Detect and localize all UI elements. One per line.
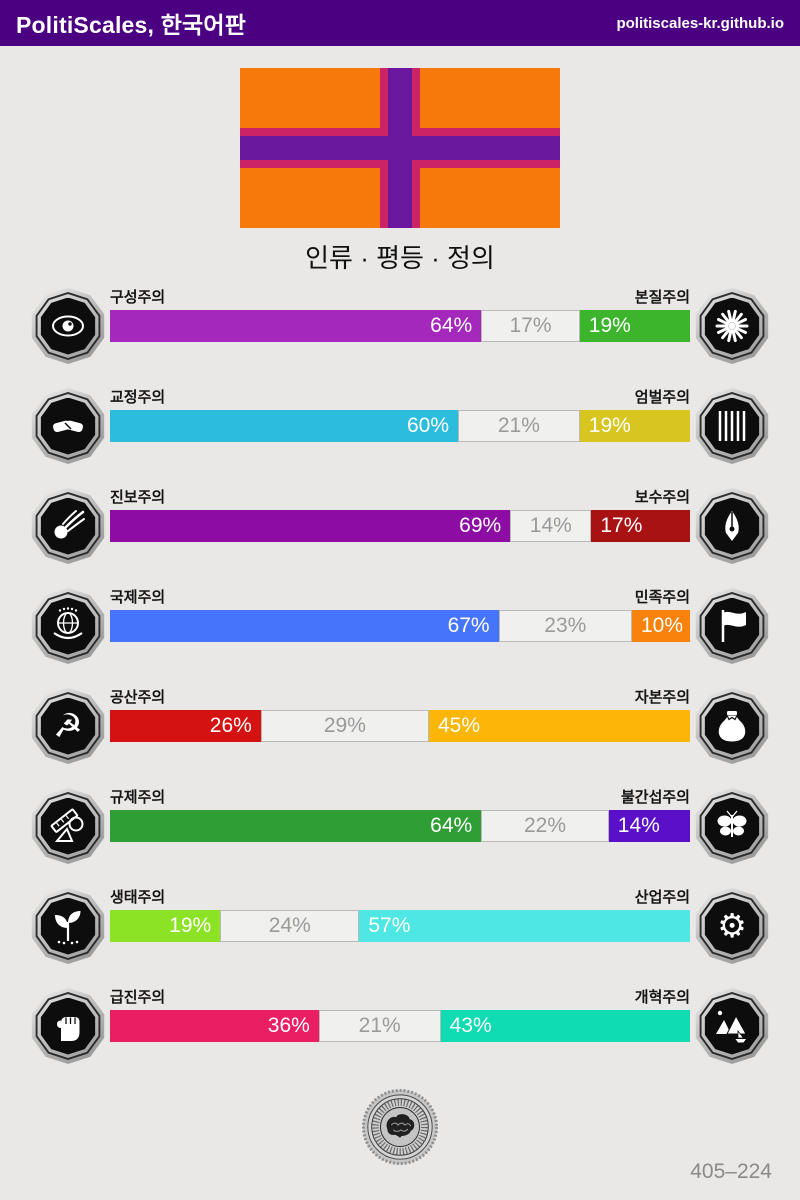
axis-neutral-segment: 22% (481, 810, 609, 842)
axis-right-label: 불간섭주의 (620, 789, 690, 806)
butterfly-icon (695, 788, 769, 864)
axis-right-segment: 17% (591, 510, 690, 542)
axis-row-rehabilitative-punitive: 교정주의 엄벌주의 60% 21% 19% (30, 388, 770, 464)
money-bag-icon (695, 688, 769, 764)
axis-left-label: 진보주의 (110, 489, 166, 506)
axis-right-label: 산업주의 (634, 889, 690, 906)
axis-row-regulation-laissezfaire: 규제주의 불간섭주의 64% 22% 14% (30, 788, 770, 864)
axis-neutral-segment: 17% (481, 310, 580, 342)
axis-bar: 64% 17% 19% (110, 310, 690, 342)
axis-right-label: 엄벌주의 (634, 389, 690, 406)
axis-neutral-segment: 24% (220, 910, 360, 942)
brain-seal-icon (361, 1088, 439, 1166)
axis-right-segment: 57% (359, 910, 690, 942)
axis-left-label: 교정주의 (110, 389, 166, 406)
axis-left-segment: 64% (110, 810, 482, 842)
axis-row-ecology-industrialism: 생태주의 산업주의 19% 24% 57% ⚙ (30, 888, 770, 964)
axis-left-segment: 26% (110, 710, 261, 742)
axis-left-segment: 69% (110, 510, 511, 542)
axis-row-constructivism-essentialism: 구성주의 본질주의 64% 17% 19% (30, 288, 770, 364)
axis-bar: 19% 24% 57% (110, 910, 690, 942)
hammer-sickle-icon: ☭ (31, 688, 105, 764)
axis-right-segment: 43% (440, 1010, 690, 1042)
axis-bar: 36% 21% 43% (110, 1010, 690, 1042)
axis-neutral-segment: 21% (458, 410, 580, 442)
axis-right-label: 개혁주의 (634, 989, 690, 1006)
axis-right-segment: 45% (428, 710, 690, 742)
axis-row-radicalism-reformism: 급진주의 개혁주의 36% 21% 43% (30, 988, 770, 1064)
axis-right-segment: 10% (631, 610, 690, 642)
axis-bar: 60% 21% 19% (110, 410, 690, 442)
axis-right-label: 민족주의 (634, 589, 690, 606)
axis-row-communism-capitalism: ☭ 공산주의 자본주의 26% 29% 45% (30, 688, 770, 764)
landscape-sailboat-icon (695, 988, 769, 1064)
axis-left-segment: 60% (110, 410, 458, 442)
axis-left-label: 공산주의 (110, 689, 166, 706)
axis-bar: 69% 14% 17% (110, 510, 690, 542)
comet-icon (31, 488, 105, 564)
result-code: 405–224 (690, 1160, 772, 1183)
chrysanthemum-icon (695, 288, 769, 364)
axis-right-label: 본질주의 (634, 289, 690, 306)
eye-icon (31, 288, 105, 364)
axis-bar: 26% 29% 45% (110, 710, 690, 742)
axis-left-label: 규제주의 (110, 789, 166, 806)
axis-bar: 67% 23% 10% (110, 610, 690, 642)
header-bar: PolitiScales, 한국어판 politiscales-kr.githu… (0, 0, 800, 46)
pen-nib-icon (695, 488, 769, 564)
result-flag-image (240, 68, 560, 228)
flag-icon (695, 588, 769, 664)
axis-left-label: 급진주의 (110, 989, 166, 1006)
axis-left-segment: 19% (110, 910, 221, 942)
fist-icon (31, 988, 105, 1064)
axes-list: 구성주의 본질주의 64% 17% 19% 교정주의 엄벌주의 60% (0, 288, 800, 1064)
ruler-shapes-icon (31, 788, 105, 864)
axis-left-segment: 64% (110, 310, 482, 342)
flag-cross (240, 136, 560, 160)
axis-right-label: 자본주의 (634, 689, 690, 706)
axis-row-progressive-conservative: 진보주의 보수주의 69% 14% 17% (30, 488, 770, 564)
axis-neutral-segment: 21% (318, 1010, 441, 1042)
prison-bars-icon (695, 388, 769, 464)
sprout-icon (31, 888, 105, 964)
axis-right-segment: 19% (579, 410, 690, 442)
result-motto: 인류 · 평등 · 정의 (305, 243, 495, 273)
gear-icon: ⚙ (695, 888, 769, 964)
axis-left-label: 생태주의 (110, 889, 166, 906)
axis-neutral-segment: 14% (510, 510, 592, 542)
axis-left-label: 구성주의 (110, 289, 166, 306)
handshake-icon (31, 388, 105, 464)
site-url-link[interactable]: politiscales-kr.github.io (616, 14, 784, 32)
axis-right-segment: 14% (608, 810, 690, 842)
axis-right-segment: 19% (579, 310, 690, 342)
axis-right-label: 보수주의 (634, 489, 690, 506)
axis-row-internationalism-nationalism: 국제주의 민족주의 67% 23% 10% (30, 588, 770, 664)
axis-neutral-segment: 23% (498, 610, 632, 642)
axis-left-segment: 67% (110, 610, 499, 642)
app-title: PolitiScales, 한국어판 (16, 12, 247, 38)
axis-neutral-segment: 29% (260, 710, 429, 742)
axis-left-segment: 36% (110, 1010, 319, 1042)
globe-laurel-icon (31, 588, 105, 664)
axis-bar: 64% 22% 14% (110, 810, 690, 842)
axis-left-label: 국제주의 (110, 589, 166, 606)
